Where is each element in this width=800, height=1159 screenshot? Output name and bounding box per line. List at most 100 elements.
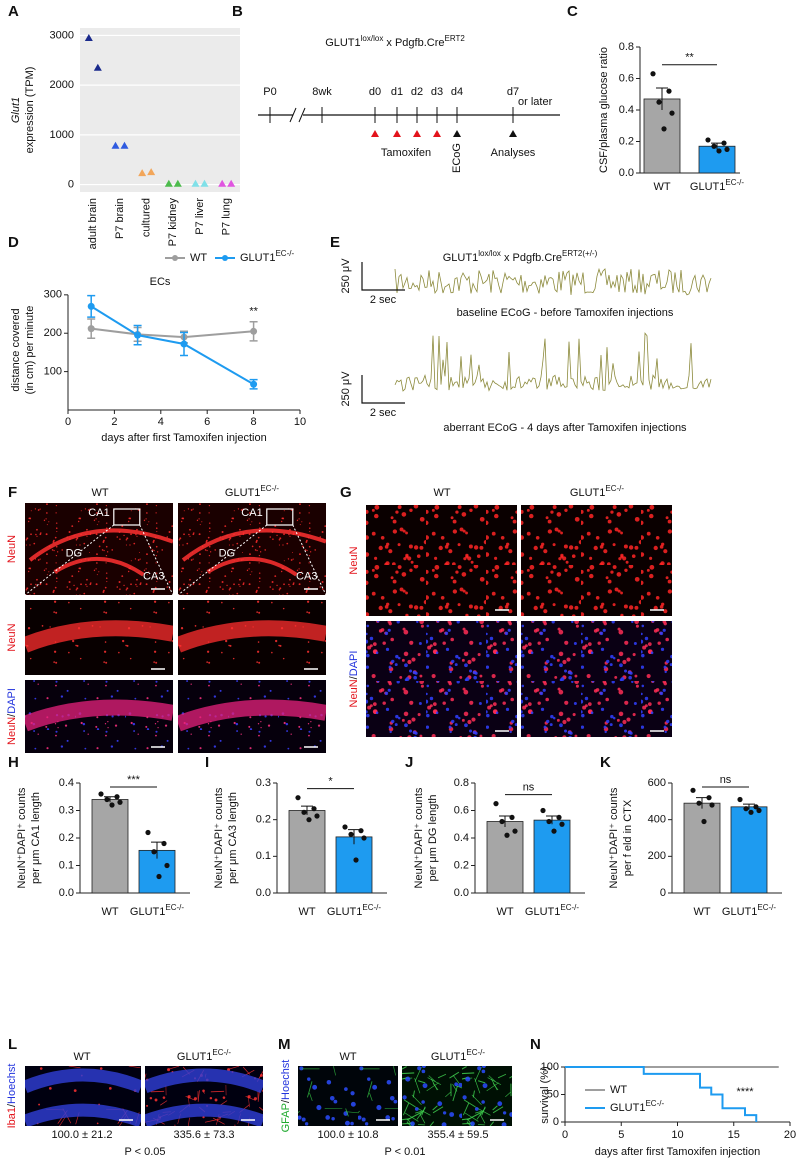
- superscript: EC-/-: [645, 1099, 664, 1108]
- error-bar: [696, 797, 708, 809]
- y-tick-label: 3000: [50, 29, 74, 41]
- y-tick-label: 0.2: [619, 135, 634, 147]
- legend-marker: [222, 255, 228, 261]
- error-bar: [743, 803, 755, 810]
- schematic-title: GLUT1lox/lox x Pdgfb.CreERT2: [325, 34, 465, 49]
- data-point: [504, 832, 510, 838]
- x-tick-label: P7 kidney: [167, 198, 179, 247]
- data-point: [93, 63, 102, 71]
- y-tick-label: 100: [541, 1061, 559, 1073]
- micrograph: [366, 505, 517, 616]
- bar: [91, 799, 129, 894]
- quantification: 100.0 ± 10.8: [317, 1129, 378, 1141]
- bar: [486, 821, 524, 894]
- cell-layer: [25, 699, 173, 732]
- y-tick-label: 0: [553, 1116, 559, 1128]
- data-point: [145, 829, 151, 836]
- stain-name: NeuN: [348, 546, 360, 574]
- data-point: [250, 380, 258, 388]
- tissue-layer: [206, 556, 298, 577]
- y-axis-label: distance covered: [10, 308, 22, 391]
- cell-stain: [521, 505, 672, 616]
- x-tick-label: WT: [693, 906, 710, 918]
- x-tick-label: 0: [65, 416, 71, 428]
- data-point: [311, 806, 317, 812]
- data-point: [87, 325, 95, 333]
- cell-stain: [298, 1066, 398, 1126]
- text-part: WT: [433, 487, 450, 499]
- y-axis-label: survival (%): [539, 1066, 551, 1123]
- x-tick-label: WT: [101, 906, 118, 918]
- y-tick-label: 0.2: [59, 832, 74, 844]
- data-point: [656, 99, 662, 105]
- data-point: [705, 137, 711, 143]
- data-point: [306, 817, 312, 823]
- y-axis-label: NeuN⁺DAPI⁺ counts: [213, 787, 225, 888]
- data-point: [87, 302, 95, 310]
- y-tick-label: 0.8: [454, 777, 469, 789]
- stain-name: /: [6, 713, 18, 717]
- data-point: [756, 807, 762, 814]
- x-tick-label: 8: [251, 416, 257, 428]
- data-point: [109, 802, 115, 808]
- y-tick-label: 600: [648, 777, 666, 789]
- tissue-layer: [53, 556, 145, 577]
- data-point: [120, 141, 129, 149]
- event-marker: [453, 130, 461, 137]
- y-axis-label: Glut1: [10, 97, 22, 123]
- text-part: GLUT1: [225, 487, 260, 499]
- data-point: [104, 796, 110, 803]
- micrograph: [145, 1066, 263, 1126]
- zoom-box: [266, 508, 294, 526]
- p-value: P < 0.05: [124, 1146, 165, 1158]
- stain-name: NeuN: [6, 623, 18, 651]
- panel-letter: A: [8, 3, 19, 20]
- y-axis-label: CSF/plasma glucose ratio: [598, 47, 610, 173]
- y-tick-label: 0.6: [454, 804, 469, 816]
- panel-letter: I: [205, 754, 209, 771]
- zoom-box: [113, 508, 141, 526]
- x-tick-label: 20: [784, 1129, 796, 1141]
- legend-label: GLUT1EC-/-: [240, 249, 294, 264]
- timepoint-label: d7: [507, 86, 519, 98]
- quantification: 335.6 ± 73.3: [173, 1129, 234, 1141]
- panel-letter: E: [330, 234, 340, 251]
- panel-letter: L: [8, 1036, 17, 1053]
- event-marker: [433, 130, 441, 137]
- y-tick-label: 200: [648, 850, 666, 862]
- data-point: [348, 831, 354, 837]
- cell-layer: [178, 620, 326, 653]
- text-part: GLUT1: [610, 1102, 645, 1114]
- panel-letter: B: [232, 3, 243, 20]
- data-point: [361, 835, 367, 841]
- dentate-layer: [145, 1103, 263, 1126]
- x-tick-label: 4: [158, 416, 164, 428]
- stain-name: /: [280, 1099, 292, 1103]
- region-label: DG: [66, 548, 83, 560]
- ecog-title: GLUT1lox/lox x Pdgfb.CreERT2(+/-): [443, 249, 598, 264]
- data-point: [499, 818, 505, 825]
- superscript: EC-/-: [362, 903, 381, 912]
- event-marker: [393, 130, 401, 137]
- column-header: WT: [73, 1051, 90, 1063]
- column-header: WT: [339, 1051, 356, 1063]
- data-point: [748, 809, 754, 815]
- data-point: [138, 169, 147, 177]
- text-part: WT: [73, 1051, 90, 1063]
- significance-label: ***: [127, 774, 141, 786]
- data-point: [701, 818, 707, 825]
- data-point: [353, 857, 359, 863]
- timepoint-label: d1: [391, 86, 403, 98]
- stain-name: DAPI: [348, 651, 360, 677]
- y-tick-label: 200: [44, 327, 62, 339]
- panel-letter: D: [8, 234, 19, 251]
- x-tick-label: 15: [728, 1129, 740, 1141]
- x-tick-label: 10: [294, 416, 306, 428]
- y-tick-label: 0.2: [256, 814, 271, 826]
- data-point: [493, 801, 499, 807]
- y-tick-label: 0.3: [59, 804, 74, 816]
- micrograph: CA1 DG CA3: [25, 503, 173, 595]
- stain-name: Iba1: [6, 1107, 18, 1128]
